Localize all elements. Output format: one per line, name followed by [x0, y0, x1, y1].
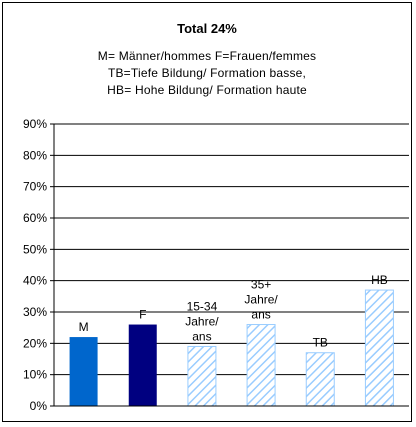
y-tick-label: 50% — [23, 242, 47, 256]
legend-line-3: HB= Hohe Bildung/ Formation haute — [107, 83, 307, 97]
gridlines — [54, 123, 409, 376]
chart-frame: Total 24% M= Männer/hommes F=Frauen/femm… — [2, 2, 412, 422]
y-tick-label: 20% — [23, 336, 47, 350]
bar-5 — [364, 289, 394, 407]
bar-0 — [69, 337, 98, 406]
bar-label-5-0: HB — [371, 273, 388, 287]
legend-line-1: M= Männer/hommes F=Frauen/femmes — [98, 49, 316, 63]
legend-line-2: TB=Tiefe Bildung/ Formation basse, — [108, 66, 306, 80]
y-axis-ticks: 0% 10% 20% 30% 40% 50% 60% 70% 80% 90% — [23, 117, 54, 413]
y-tick-label: 40% — [23, 274, 47, 288]
bar-4 — [305, 352, 335, 407]
bar-label-0-0: M — [79, 320, 89, 334]
y-tick-label: 80% — [23, 148, 47, 162]
bar-label-2-2: ans — [192, 329, 211, 343]
y-tick-label: 60% — [23, 211, 47, 225]
y-tick-label: 10% — [23, 368, 47, 382]
bar-label-1-0: F — [139, 308, 146, 322]
bar-label-3-0: 35+ — [251, 278, 271, 292]
bar-label-3-2: ans — [251, 308, 270, 322]
chart-title: Total 24% — [177, 21, 237, 36]
y-tick-label: 30% — [23, 305, 47, 319]
bar-label-3-1: Jahre/ — [244, 293, 278, 307]
y-tick-label: 70% — [23, 180, 47, 194]
bar-chart: Total 24% M= Männer/hommes F=Frauen/femm… — [23, 21, 409, 413]
bar-1 — [128, 324, 157, 406]
bar-3 — [246, 324, 276, 407]
bar-label-2-0: 15-34 — [187, 299, 218, 313]
bar-label-4-0: TB — [313, 336, 328, 350]
y-tick-label: 0% — [30, 399, 48, 413]
bar-2 — [187, 345, 217, 407]
bars — [69, 289, 394, 407]
bar-label-2-1: Jahre/ — [185, 314, 219, 328]
y-tick-label: 90% — [23, 117, 47, 131]
